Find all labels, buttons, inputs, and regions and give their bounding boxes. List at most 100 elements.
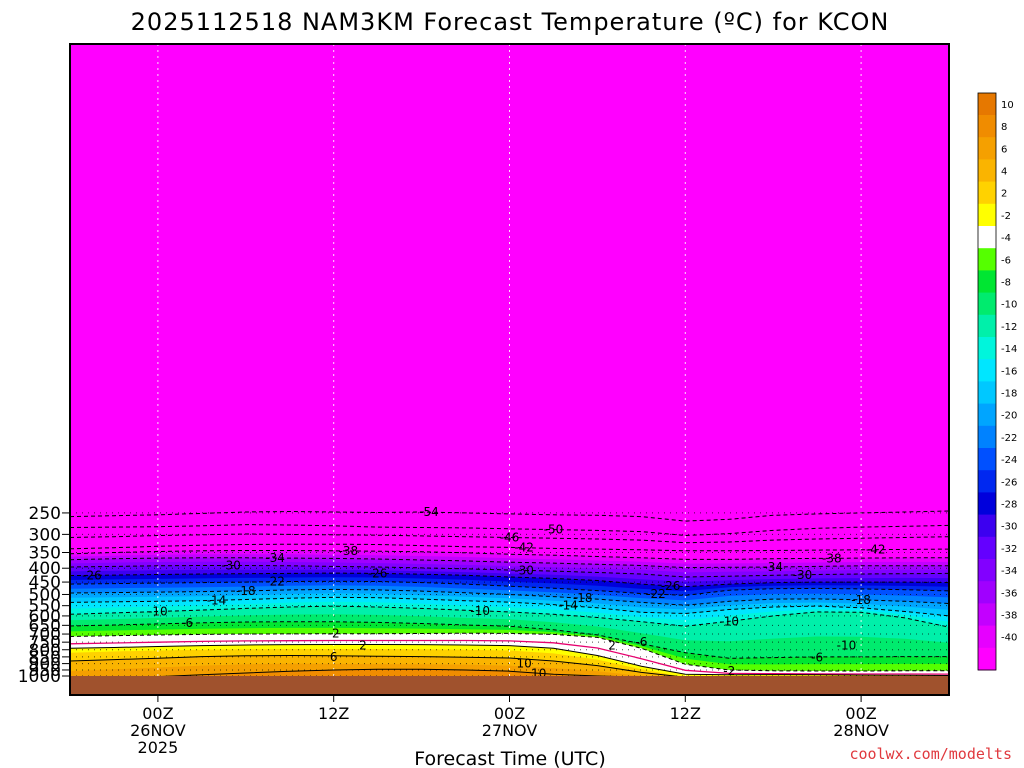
isotherm--6 <box>70 621 949 659</box>
colorbar-label--22: -22 <box>1001 433 1017 444</box>
contour-label--42: -42 <box>514 541 534 555</box>
colorbar-label--2: -2 <box>1001 211 1011 222</box>
y-tick-650: 650 <box>29 616 61 636</box>
x-tick-label: 2025 <box>138 738 179 757</box>
colorbar-label--28: -28 <box>1001 500 1017 511</box>
colorbar-swatch--14 <box>978 359 996 382</box>
y-tick-600: 600 <box>29 607 61 627</box>
colorbar-swatch--22 <box>978 448 996 471</box>
contour-label--10: -10 <box>719 614 739 628</box>
colorbar-label--12: -12 <box>1001 322 1017 333</box>
colorbar-swatch-8 <box>978 137 996 160</box>
colorbar-frame <box>977 92 997 671</box>
x-tick-label: 12Z <box>670 704 701 723</box>
colorbar-label--34: -34 <box>1001 566 1017 577</box>
ground-surface <box>70 676 949 695</box>
freezing-line <box>70 639 949 675</box>
contour-label--18: -18 <box>851 593 871 607</box>
colorbar-swatch--34 <box>978 581 996 604</box>
isotherm--2 <box>70 632 949 672</box>
colorbar-swatch--30 <box>978 536 996 560</box>
contour-label--6: -6 <box>635 635 647 649</box>
contour-label--14: -14 <box>207 593 227 607</box>
contour-label--46: -46 <box>500 530 520 544</box>
y-tick-750: 750 <box>29 633 61 653</box>
contour-label-10: 10 <box>517 657 532 671</box>
colorbar-swatch--8 <box>978 292 996 316</box>
colorbar-label--20: -20 <box>1001 411 1017 422</box>
contour-label-2: 2 <box>359 639 367 653</box>
colorbar-swatch--6 <box>978 270 996 294</box>
y-tick-450: 450 <box>29 573 61 593</box>
contour-label--2: -2 <box>723 664 735 678</box>
y-tick-900: 900 <box>29 655 61 675</box>
contour-label--34: -34 <box>265 551 285 565</box>
contour-label--38: -38 <box>339 544 359 558</box>
colorbar-swatch--36 <box>978 603 996 627</box>
x-tick-label: 00Z <box>494 704 525 723</box>
colorbar-swatch--38 <box>978 625 996 649</box>
contour-label--6: -6 <box>811 651 823 665</box>
isotherm-2 <box>70 644 949 676</box>
colorbar-swatch-4 <box>978 181 996 205</box>
plot-area: -54-50-46-42 -42-38-38-34-34-30 -30 -30-26-… <box>70 44 949 695</box>
colorbar-swatch--16 <box>978 381 996 405</box>
colorbar-swatch--26 <box>978 492 996 516</box>
colorbar-swatch--10 <box>978 314 996 338</box>
colorbar-label-10: 10 <box>1001 100 1014 111</box>
colorbar-label--14: -14 <box>1001 344 1017 355</box>
contour-label--26: -26 <box>661 579 681 593</box>
contour-label--6: -6 <box>181 616 193 630</box>
x-tick-label: 00Z <box>142 704 173 723</box>
contour-label--22: -22 <box>265 575 285 589</box>
colorbar-swatch-10 <box>978 115 996 138</box>
colorbar-label--40: -40 <box>1001 633 1017 644</box>
y-tick-550: 550 <box>29 597 61 617</box>
x-tick-label: 28NOV <box>833 721 889 740</box>
colorbar-swatch--4 <box>978 248 996 271</box>
colorbar-label-4: 4 <box>1001 167 1007 178</box>
contour-label--50: -50 <box>544 523 564 537</box>
contour-label--2: -2 <box>328 627 340 641</box>
contour-label--14: -14 <box>558 599 578 613</box>
contour-label--18: -18 <box>236 584 256 598</box>
x-tick-label: 26NOV <box>130 721 186 740</box>
contour-label--18: -18 <box>573 591 593 605</box>
chart-title: 2025112518 NAM3KM Forecast Temperature (… <box>131 8 890 36</box>
y-tick-850: 850 <box>29 648 61 668</box>
colorbar: 10 8 6 4 2 -2 -4 -6 -8 -10 -12 -14 -16 -18 -20 -22 -24 -2… <box>977 92 1017 671</box>
colorbar-swatch--20 <box>978 425 996 449</box>
y-tick-700: 700 <box>29 625 61 645</box>
y-tick-800: 800 <box>29 641 61 661</box>
contour-label-6: 6 <box>330 650 338 664</box>
x-tick-label: 12Z <box>318 704 349 723</box>
contour-label--38: -38 <box>822 551 842 565</box>
y-tick-950: 950 <box>29 661 61 681</box>
credit-text: coolwx.com/modelts <box>849 745 1012 763</box>
colorbar-label--24: -24 <box>1001 455 1017 466</box>
x-tick-label: 00Z <box>845 704 876 723</box>
colorbar-swatch-2 <box>978 203 996 227</box>
contour-label--26: -26 <box>82 568 102 582</box>
contour-label--42: -42 <box>866 543 886 557</box>
colorbar-swatch--28 <box>978 514 996 538</box>
colorbar-swatch--12 <box>978 337 996 360</box>
colorbar-label--32: -32 <box>1001 544 1017 555</box>
colorbar-label--4: -4 <box>1001 233 1011 244</box>
contour-label-2: 2 <box>608 638 616 652</box>
colorbar-cap <box>978 93 996 115</box>
x-tick-label: 27NOV <box>482 721 538 740</box>
colorbar-swatch--32 <box>978 559 996 582</box>
x-axis-label: Forecast Time (UTC) <box>414 748 605 768</box>
colorbar-swatch--2 <box>978 226 996 249</box>
colorbar-label--36: -36 <box>1001 588 1017 599</box>
colorbar-label--30: -30 <box>1001 522 1017 533</box>
colorbar-label-6: 6 <box>1001 144 1007 155</box>
y-tick-400: 400 <box>29 559 61 579</box>
contour-label--30: -30 <box>793 568 813 582</box>
colorbar-swatch--40 <box>978 647 996 671</box>
y-tick-500: 500 <box>29 585 61 605</box>
colorbar-label--18: -18 <box>1001 389 1017 400</box>
